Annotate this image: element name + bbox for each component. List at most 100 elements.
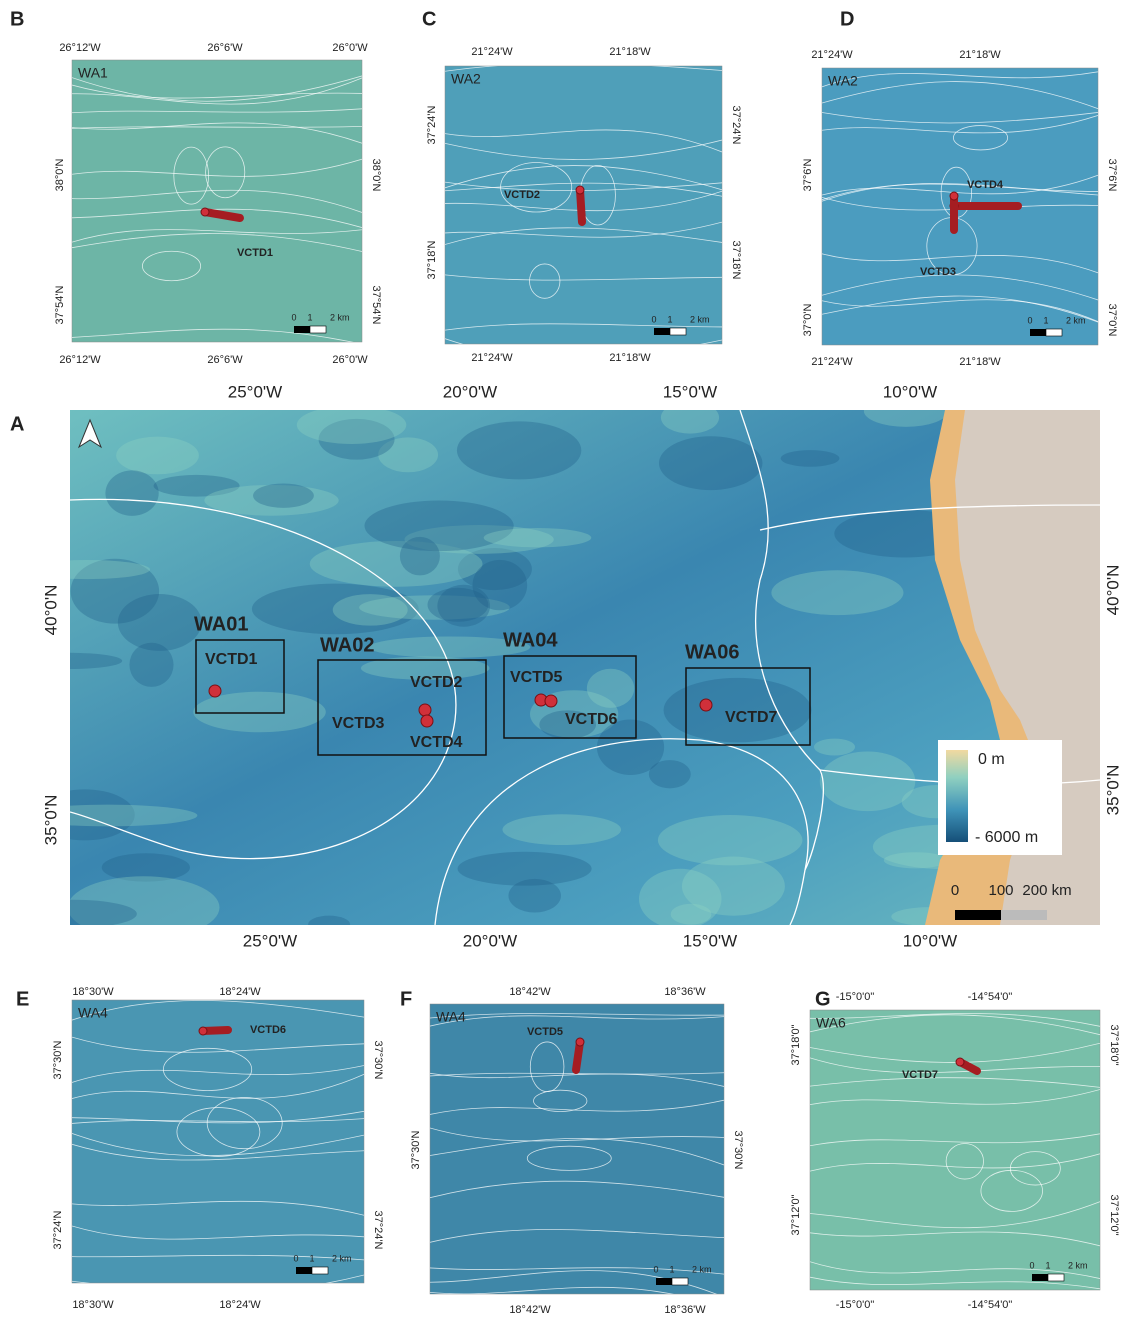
scale-bar-white bbox=[1048, 1274, 1064, 1281]
area-label: WA06 bbox=[685, 641, 739, 663]
seafloor-patch bbox=[671, 904, 712, 925]
area-label: WA4 bbox=[436, 1009, 466, 1025]
scale-label: 0 bbox=[651, 314, 656, 324]
top-tick-label: 18°36'W bbox=[664, 986, 706, 998]
scale-label: 2 km bbox=[332, 1253, 352, 1263]
seafloor-patch bbox=[661, 401, 719, 433]
seafloor-patch bbox=[253, 483, 314, 507]
right-tick-label: 37°30'N bbox=[372, 1041, 384, 1080]
area-label: WA2 bbox=[828, 73, 858, 89]
station-label: VCTD1 bbox=[205, 651, 258, 668]
top-tick-label: -15°0'0" bbox=[836, 991, 875, 1003]
scale-bar-white bbox=[670, 328, 686, 335]
scale-bar-black bbox=[654, 328, 670, 335]
panel-letter: F bbox=[400, 988, 412, 1010]
left-tick-label: 37°30'N bbox=[52, 1040, 64, 1079]
station-marker bbox=[956, 1058, 964, 1066]
top-tick-label: 10°0'W bbox=[883, 382, 937, 401]
station-marker bbox=[700, 699, 712, 711]
top-tick-label: 26°12'W bbox=[59, 42, 101, 54]
area-label: WA1 bbox=[78, 65, 108, 81]
scale-label: 1 bbox=[667, 314, 672, 324]
legend-label: - 6000 m bbox=[975, 829, 1038, 846]
station-track bbox=[580, 190, 582, 222]
station-marker bbox=[950, 192, 958, 200]
scale-label: 1 bbox=[307, 312, 312, 322]
bottom-tick-label: 26°6'W bbox=[207, 354, 243, 366]
scale-bar-black bbox=[294, 326, 310, 333]
station-label: VCTD7 bbox=[725, 709, 778, 726]
seafloor-patch bbox=[473, 560, 528, 610]
scale-label: 2 km bbox=[1066, 315, 1086, 325]
bottom-tick-label: 15°0'W bbox=[683, 931, 737, 950]
station-marker bbox=[199, 1027, 207, 1035]
scale-label: 0 bbox=[653, 1264, 658, 1274]
seafloor-patch bbox=[814, 739, 855, 756]
seafloor-patch bbox=[18, 653, 122, 669]
seafloor-patch bbox=[400, 537, 440, 576]
station-marker bbox=[576, 1038, 584, 1046]
right-tick-label: 37°54'N bbox=[370, 286, 382, 325]
right-tick-label: 35°0'N bbox=[1103, 765, 1122, 816]
right-tick-label: 37°18'N bbox=[730, 241, 742, 280]
seafloor-patch bbox=[24, 560, 150, 579]
panel-letter: E bbox=[16, 988, 29, 1010]
station-label: VCTD1 bbox=[237, 247, 273, 259]
bottom-tick-label: -14°54'0" bbox=[968, 1299, 1013, 1311]
bottom-tick-label: 18°42'W bbox=[509, 1304, 551, 1316]
station-label: VCTD3 bbox=[920, 266, 956, 278]
top-tick-label: 21°18'W bbox=[609, 46, 651, 58]
seafloor-patch bbox=[364, 500, 513, 551]
station-marker bbox=[419, 704, 431, 716]
seafloor-patch bbox=[659, 436, 762, 490]
seafloor-patch bbox=[333, 594, 408, 626]
scale-label: 1 bbox=[1043, 315, 1048, 325]
scale-label: 1 bbox=[669, 1264, 674, 1274]
scale-label: 0 bbox=[293, 1253, 298, 1263]
right-tick-label: 37°12'0" bbox=[1108, 1195, 1120, 1236]
right-tick-label: 37°24'N bbox=[372, 1211, 384, 1250]
top-tick-label: 21°24'W bbox=[471, 46, 513, 58]
left-tick-label: 37°6'N bbox=[802, 159, 814, 192]
bottom-tick-label: 18°24'W bbox=[219, 1299, 261, 1311]
scale-label: 0 bbox=[951, 882, 959, 899]
top-tick-label: 15°0'W bbox=[663, 382, 717, 401]
bottom-tick-label: 26°0'W bbox=[332, 354, 368, 366]
panel-letter: D bbox=[840, 8, 854, 30]
seafloor-patch bbox=[116, 437, 199, 475]
left-tick-label: 40°0'N bbox=[41, 585, 60, 636]
scale-label: 2 km bbox=[330, 312, 350, 322]
seafloor-patch bbox=[502, 814, 621, 845]
right-tick-label: 37°24'N bbox=[730, 106, 742, 145]
seafloor-patch bbox=[484, 528, 592, 547]
scale-label: 1 bbox=[1045, 1260, 1050, 1270]
scale-bar-black bbox=[296, 1267, 312, 1274]
area-label: WA4 bbox=[78, 1005, 108, 1021]
top-tick-label: -14°54'0" bbox=[968, 991, 1013, 1003]
inset-map bbox=[810, 1010, 1100, 1290]
station-label: VCTD2 bbox=[410, 674, 463, 691]
figure: BWA126°12'W26°6'W26°0'W26°12'W26°6'W26°0… bbox=[0, 0, 1126, 1320]
panel-letter: A bbox=[10, 413, 24, 435]
seafloor-patch bbox=[193, 692, 326, 733]
scale-bar-black bbox=[1030, 329, 1046, 336]
scale-label: 2 km bbox=[692, 1264, 712, 1274]
bottom-tick-label: 21°18'W bbox=[959, 356, 1001, 368]
left-tick-label: 37°18'0" bbox=[790, 1024, 802, 1065]
left-tick-label: 35°0'N bbox=[41, 795, 60, 846]
legend-label: 0 m bbox=[978, 751, 1005, 768]
bottom-tick-label: 26°12'W bbox=[59, 354, 101, 366]
seafloor-patch bbox=[771, 570, 903, 615]
station-label: VCTD6 bbox=[565, 711, 618, 728]
seafloor-patch bbox=[781, 450, 840, 467]
seafloor-patch bbox=[129, 643, 173, 687]
left-tick-label: 37°54'N bbox=[54, 285, 66, 324]
scale-bar-black bbox=[955, 910, 1001, 920]
panel-letter: C bbox=[422, 8, 436, 30]
bottom-tick-label: -15°0'0" bbox=[836, 1299, 875, 1311]
area-label: WA01 bbox=[194, 613, 248, 635]
bottom-tick-label: 21°24'W bbox=[471, 352, 513, 364]
top-tick-label: 18°24'W bbox=[219, 986, 261, 998]
station-marker bbox=[201, 208, 209, 216]
right-tick-label: 37°6'N bbox=[1106, 159, 1118, 192]
